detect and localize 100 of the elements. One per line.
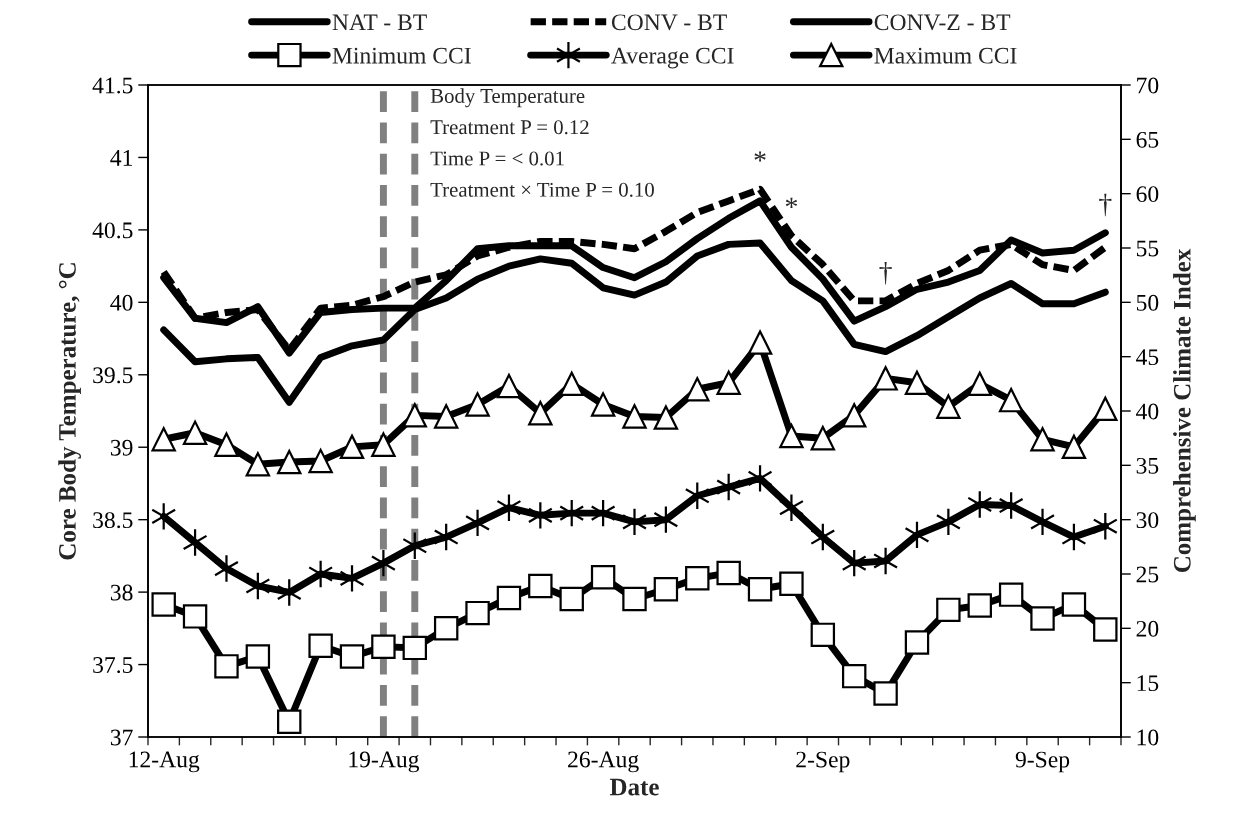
y2-tick-label: 45	[1136, 349, 1159, 366]
point	[621, 507, 648, 537]
annotation: Treatment × Time P = 0.10	[430, 182, 654, 197]
legend-label: CONV - BT	[611, 14, 727, 31]
point	[214, 654, 239, 679]
point	[936, 597, 961, 623]
y-tick-label: 40	[110, 294, 133, 311]
point	[1061, 592, 1087, 617]
annotation: *	[754, 151, 766, 162]
point	[213, 554, 239, 583]
x-tick-label: 26-Aug	[568, 751, 639, 773]
y-tick-label: 37	[110, 729, 133, 746]
point	[716, 560, 741, 586]
point	[370, 548, 396, 578]
x-tick-label: 19-Aug	[349, 751, 420, 773]
y2-tick-label: 55	[1136, 240, 1159, 257]
point	[182, 604, 208, 629]
y2-tick-label: 70	[1137, 77, 1159, 94]
y-tick-label: 39	[110, 439, 133, 456]
point	[245, 644, 271, 669]
legend-label: Maximum CCI	[874, 47, 1017, 64]
point	[590, 392, 616, 417]
point	[747, 464, 773, 493]
y2-tick-label: 60	[1136, 186, 1159, 203]
legend-label: Average CCI	[611, 47, 734, 69]
y2-tick-label: 20	[1136, 620, 1159, 637]
y2-tick-label: 35	[1136, 457, 1159, 474]
point	[810, 522, 836, 552]
point	[559, 371, 584, 397]
y2-tick-label: 65	[1136, 131, 1159, 148]
point	[998, 387, 1024, 413]
point	[1030, 507, 1056, 537]
legend-label: NAT - BT	[332, 14, 427, 31]
point	[904, 370, 930, 395]
point	[998, 582, 1024, 607]
point	[214, 432, 239, 457]
y2-tick-label: 50	[1136, 294, 1159, 311]
point	[433, 616, 459, 641]
point	[967, 371, 992, 397]
point	[841, 663, 867, 689]
y-tick-label: 37.5	[93, 657, 133, 674]
y2-tick-label: 15	[1137, 675, 1159, 692]
point	[245, 452, 271, 477]
point	[779, 571, 804, 596]
y2-tick-label: 40	[1136, 403, 1159, 420]
point	[402, 635, 428, 661]
point	[433, 404, 459, 429]
point	[151, 502, 177, 531]
point	[653, 505, 679, 534]
point	[685, 566, 710, 591]
y2-tick-label: 30	[1136, 512, 1159, 529]
legend-label: Minimum CCI	[332, 47, 471, 64]
point	[590, 565, 616, 590]
point	[904, 630, 930, 655]
y-tick-label: 38.5	[93, 512, 133, 529]
point	[841, 548, 867, 578]
y2-tick-label: 10	[1137, 729, 1159, 746]
annotation: Time P = < 0.01	[430, 151, 564, 166]
annotation: *	[785, 197, 798, 208]
point	[465, 600, 490, 626]
point	[716, 370, 741, 395]
point	[1030, 606, 1055, 631]
point	[528, 573, 553, 599]
point	[1030, 427, 1055, 452]
point	[465, 508, 491, 538]
point	[339, 434, 365, 460]
point	[841, 403, 867, 428]
point	[339, 644, 365, 669]
point	[1061, 434, 1087, 460]
point	[622, 586, 647, 612]
point	[527, 501, 553, 530]
point	[1061, 522, 1087, 552]
annotation: Treatment P = 0.12	[430, 120, 589, 135]
point	[276, 578, 302, 607]
point	[496, 373, 522, 399]
point	[496, 493, 522, 523]
point	[151, 592, 176, 617]
x-tick-label: 9-Sep	[1015, 751, 1070, 773]
legend-label: CONV-Z - BT	[874, 14, 1011, 31]
x-tick-label: 2-Sep	[796, 751, 850, 773]
point	[182, 528, 208, 557]
point	[685, 377, 710, 402]
point	[371, 432, 396, 457]
x-axis-title: Date	[609, 778, 659, 796]
point	[151, 427, 176, 452]
point	[967, 490, 993, 519]
point	[1093, 617, 1118, 642]
y-tick-label: 38	[110, 584, 133, 601]
point	[339, 564, 365, 593]
point	[308, 448, 333, 474]
point	[496, 585, 522, 611]
point	[778, 493, 804, 523]
point	[810, 622, 836, 648]
point	[277, 709, 302, 735]
point	[716, 472, 742, 502]
point	[182, 420, 208, 445]
point	[308, 633, 333, 658]
point	[779, 423, 804, 449]
y-axis-title: Core Body Temperature, °C	[58, 263, 81, 560]
point	[747, 576, 773, 602]
